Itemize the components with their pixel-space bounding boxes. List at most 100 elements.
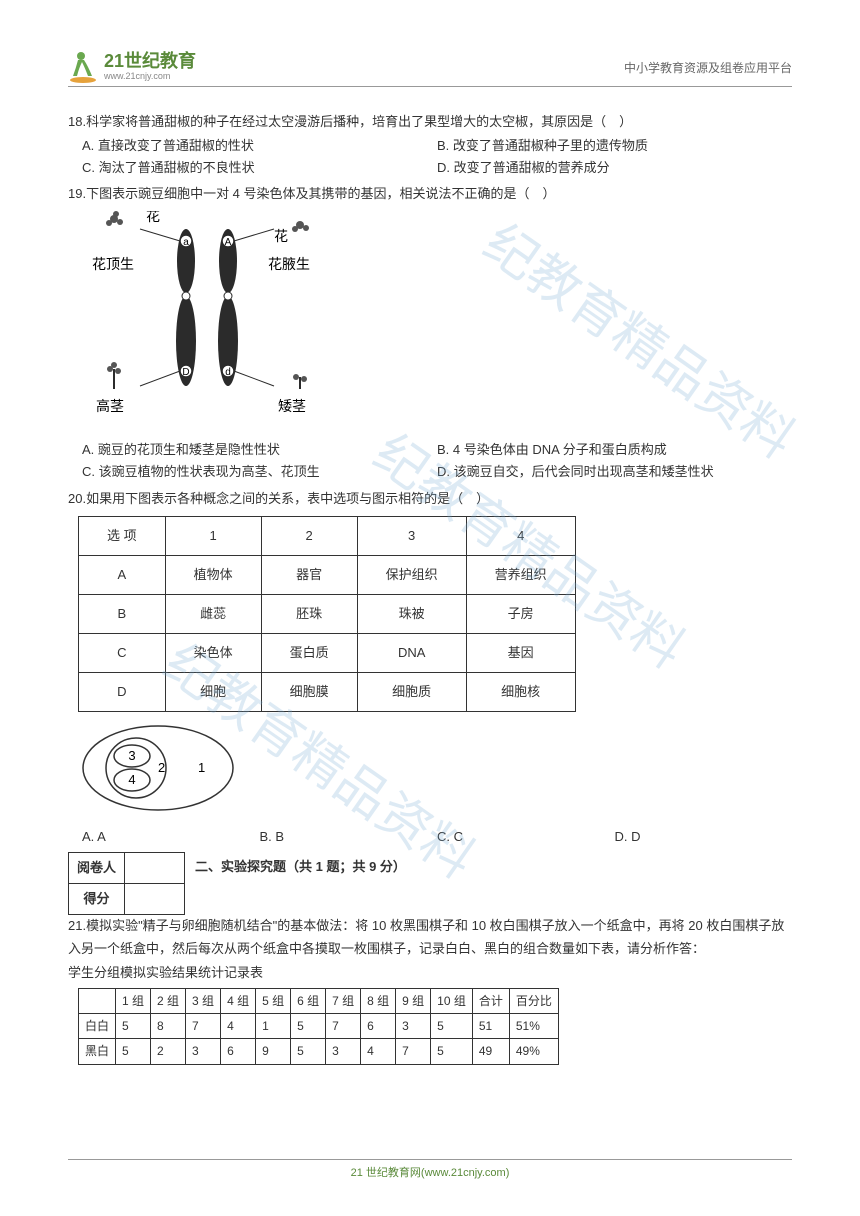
td: 黑白	[79, 1039, 116, 1064]
td: 5	[291, 1014, 326, 1039]
svg-text:D: D	[182, 367, 189, 378]
td: D	[79, 673, 166, 712]
td: 4	[221, 1014, 256, 1039]
section-header: 阅卷人 得分 二、实验探究题（共 1 题；共 9 分）	[68, 852, 792, 915]
svg-text:3: 3	[128, 748, 135, 763]
question-21: 21.模拟实验"精子与卵细胞随机结合"的基本做法：将 10 枚黑围棋子和 10 …	[68, 915, 792, 1064]
section-title: 二、实验探究题（共 1 题；共 9 分）	[195, 852, 406, 878]
td: 器官	[261, 555, 357, 594]
td: 5	[291, 1039, 326, 1064]
th: 2	[261, 516, 357, 555]
td: 49	[472, 1039, 509, 1064]
th: 4	[466, 516, 575, 555]
svg-text:d: d	[225, 367, 231, 378]
th: 1 组	[116, 988, 151, 1013]
td: A	[79, 555, 166, 594]
header-right: 中小学教育资源及组卷应用平台	[624, 59, 792, 76]
page-header: 21世纪教育 www.21cnjy.com 中小学教育资源及组卷应用平台	[68, 50, 792, 87]
td: 6	[361, 1014, 396, 1039]
td: 3	[396, 1014, 431, 1039]
data-table: 1 组 2 组 3 组 4 组 5 组 6 组 7 组 8 组 9 组 10 组…	[78, 988, 559, 1065]
th: 合计	[472, 988, 509, 1013]
th: 5 组	[256, 988, 291, 1013]
svg-text:矮茎: 矮茎	[278, 398, 306, 414]
option-d: D. D	[615, 826, 793, 848]
svg-text:高茎: 高茎	[96, 398, 124, 414]
td: 5	[431, 1039, 473, 1064]
option-c: C. 淘汰了普通甜椒的不良性状	[82, 157, 437, 179]
td: 7	[396, 1039, 431, 1064]
td: 细胞膜	[261, 673, 357, 712]
option-b: B. 4 号染色体由 DNA 分子和蛋白质构成	[437, 439, 792, 461]
td: 胚珠	[261, 594, 357, 633]
td: 6	[221, 1039, 256, 1064]
th: 百分比	[509, 988, 558, 1013]
td: 3	[326, 1039, 361, 1064]
td: 8	[151, 1014, 186, 1039]
scorer-blank	[125, 853, 185, 884]
q-text: 21.模拟实验"精子与卵细胞随机结合"的基本做法：将 10 枚黑围棋子和 10 …	[68, 915, 792, 959]
td: 基因	[466, 633, 575, 672]
logo: 21世纪教育 www.21cnjy.com	[68, 50, 196, 84]
td: 9	[256, 1039, 291, 1064]
td: 雌蕊	[165, 594, 261, 633]
content: 18.科学家将普通甜椒的种子在经过太空漫游后播种，培育出了果型增大的太空椒，其原…	[68, 111, 792, 1065]
td: 珠被	[357, 594, 466, 633]
option-a: A. 豌豆的花顶生和矮茎是隐性性状	[82, 439, 437, 461]
th: 1	[165, 516, 261, 555]
td: 49%	[509, 1039, 558, 1064]
question-18: 18.科学家将普通甜椒的种子在经过太空漫游后播种，培育出了果型增大的太空椒，其原…	[68, 111, 792, 179]
th: 4 组	[221, 988, 256, 1013]
svg-text:2: 2	[158, 760, 165, 775]
td: 2	[151, 1039, 186, 1064]
td: B	[79, 594, 166, 633]
svg-text:花顶生: 花顶生	[92, 256, 134, 272]
td: 白白	[79, 1014, 116, 1039]
question-19: 19.下图表示豌豆细胞中一对 4 号染色体及其携带的基因，相关说法不正确的是（ …	[68, 183, 792, 483]
option-c: C. C	[437, 826, 615, 848]
q-text: 20.如果用下图表示各种概念之间的关系，表中选项与图示相符的是（ ）	[68, 488, 792, 510]
score-blank	[125, 884, 185, 915]
venn-diagram: 3 4 2 1	[78, 718, 248, 818]
svg-text:4: 4	[128, 772, 135, 787]
th: 2 组	[151, 988, 186, 1013]
logo-url: www.21cnjy.com	[104, 72, 196, 82]
td: 7	[186, 1014, 221, 1039]
td: 5	[431, 1014, 473, 1039]
option-d: D. 改变了普通甜椒的营养成分	[437, 157, 792, 179]
th: 3	[357, 516, 466, 555]
logo-icon	[68, 50, 98, 84]
th: 8 组	[361, 988, 396, 1013]
q-text: 18.科学家将普通甜椒的种子在经过太空漫游后播种，培育出了果型增大的太空椒，其原…	[68, 111, 792, 133]
score-label: 得分	[69, 884, 125, 915]
svg-text:A: A	[225, 237, 232, 248]
option-a: A. A	[82, 826, 260, 848]
chromosome-diagram: a D A d	[78, 211, 358, 431]
td: 7	[326, 1014, 361, 1039]
td: 51%	[509, 1014, 558, 1039]
option-c: C. 该豌豆植物的性状表现为高茎、花顶生	[82, 461, 437, 483]
option-b: B. B	[260, 826, 438, 848]
score-box: 阅卷人 得分	[68, 852, 185, 915]
page-footer: 21 世纪教育网(www.21cnjy.com)	[68, 1159, 792, 1180]
th: 10 组	[431, 988, 473, 1013]
td: 染色体	[165, 633, 261, 672]
td: 细胞	[165, 673, 261, 712]
td: C	[79, 633, 166, 672]
th: 3 组	[186, 988, 221, 1013]
svg-text:花: 花	[274, 228, 288, 244]
th: 7 组	[326, 988, 361, 1013]
option-a: A. 直接改变了普通甜椒的性状	[82, 135, 437, 157]
th: 6 组	[291, 988, 326, 1013]
concept-table: 选 项 1 2 3 4 A 植物体 器官 保护组织 营养组织 B 雌蕊 胚珠 珠…	[78, 516, 576, 712]
td: 细胞质	[357, 673, 466, 712]
td: 4	[361, 1039, 396, 1064]
td: DNA	[357, 633, 466, 672]
td: 子房	[466, 594, 575, 633]
svg-text:花腋生: 花腋生	[268, 256, 310, 272]
svg-text:a: a	[183, 237, 189, 248]
td: 5	[116, 1039, 151, 1064]
q-text: 19.下图表示豌豆细胞中一对 4 号染色体及其携带的基因，相关说法不正确的是（ …	[68, 183, 792, 205]
svg-text:花: 花	[146, 211, 160, 224]
th: 9 组	[396, 988, 431, 1013]
